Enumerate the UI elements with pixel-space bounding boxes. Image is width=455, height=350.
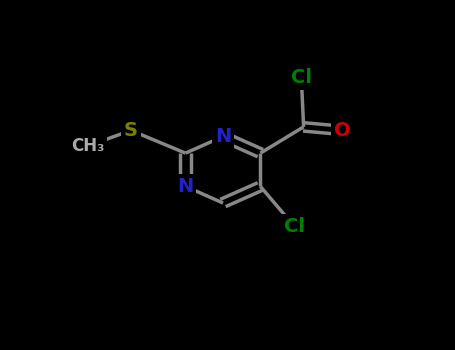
Text: N: N — [177, 177, 194, 196]
Text: O: O — [334, 121, 351, 140]
Text: N: N — [215, 127, 231, 146]
Text: CH₃: CH₃ — [71, 137, 104, 155]
Text: Cl: Cl — [284, 217, 305, 236]
Text: Cl: Cl — [291, 68, 312, 88]
Text: S: S — [124, 121, 138, 140]
